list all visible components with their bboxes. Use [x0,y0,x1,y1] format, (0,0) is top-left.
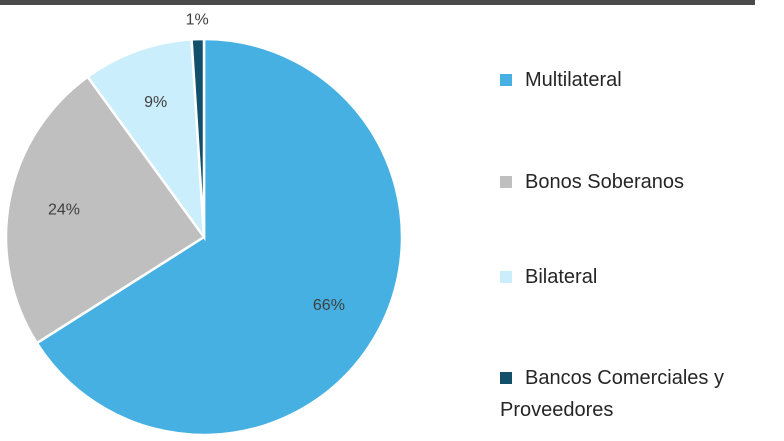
pie-slice [190,37,206,238]
legend-item: Multilateral [500,64,770,96]
legend-item: Bancos Comerciales y Proveedores [500,362,770,426]
legend-swatch [500,74,512,86]
data-label: 24% [48,202,80,219]
pie-slice [4,75,206,345]
legend-item: Bonos Soberanos [500,166,770,198]
data-label: 66% [313,297,345,314]
legend-swatch [500,372,512,384]
legend-label: Bilateral [525,266,598,288]
top-bar [0,0,755,5]
pie-slice [35,37,404,437]
legend-swatch [500,176,512,188]
pie-slice [85,38,206,242]
data-label: 1% [186,11,209,28]
legend-item: Bilateral [500,261,770,293]
legend-swatch [500,271,512,283]
data-label: 9% [144,94,167,111]
legend-label: Bancos Comerciales y Proveedores [500,367,724,421]
legend-label: Bonos Soberanos [525,171,685,193]
legend-label: Multilateral [525,69,622,91]
